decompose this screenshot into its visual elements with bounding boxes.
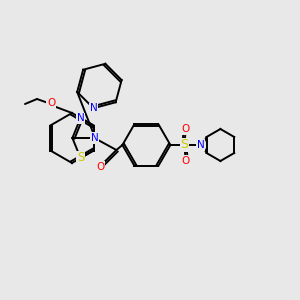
Text: S: S <box>180 139 188 152</box>
Text: N: N <box>90 103 97 113</box>
Text: N: N <box>76 113 84 123</box>
Text: S: S <box>77 152 84 164</box>
Text: O: O <box>181 156 190 166</box>
Text: O: O <box>181 124 190 134</box>
Text: O: O <box>96 162 104 172</box>
Text: N: N <box>196 140 204 150</box>
Text: N: N <box>91 133 98 143</box>
Text: O: O <box>47 98 55 108</box>
